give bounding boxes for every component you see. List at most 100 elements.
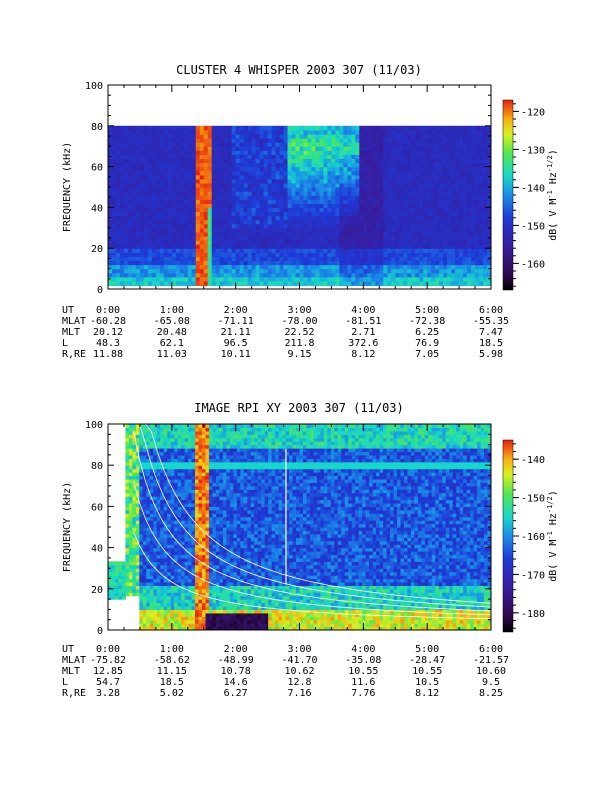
ephemeris-value: 7.16 (287, 688, 311, 699)
ephemeris-value: 5.02 (160, 688, 184, 699)
ephemeris-value: 5:00 (415, 305, 439, 316)
panel-image: IMAGE RPI XY 2003 307 (11/03) 0 20 40 60 80 1… (62, 401, 559, 699)
ephemeris-value: -35.08 (345, 655, 381, 666)
ephemeris-value: 8.12 (415, 688, 439, 699)
colorbar-label: dB( V M-1 Hz-1/2) (546, 490, 559, 582)
ephemeris-value: 3:00 (287, 305, 311, 316)
ephemeris-value: 10.11 (221, 349, 251, 360)
ephemeris-value: -78.00 (281, 316, 317, 327)
colorbar-tick-label: -120 (521, 107, 545, 118)
ephemeris-value: 10.78 (221, 666, 251, 677)
ephemeris-value: -71.11 (218, 316, 254, 327)
ephemeris-value: 5:00 (415, 644, 439, 655)
ephemeris-value: 5.98 (479, 349, 503, 360)
ephemeris-row-label: MLT (62, 327, 80, 338)
ephemeris-row-label: UT (62, 644, 74, 655)
ephemeris-value: 10.55 (348, 666, 378, 677)
colorbar-tick-label: -180 (521, 609, 545, 620)
y-tick-label: 60 (91, 163, 103, 174)
colorbar-tick-label: -130 (521, 145, 545, 156)
ephemeris-value: 8.25 (479, 688, 503, 699)
colorbar (502, 439, 514, 633)
y-tick-label: 20 (91, 585, 103, 596)
ephemeris-value: 6:00 (479, 305, 503, 316)
ephemeris-value: -58.62 (154, 655, 190, 666)
ephemeris-value: 11.6 (351, 677, 375, 688)
ephemeris-row-label: MLAT (62, 655, 86, 666)
ephemeris-value: 7.47 (479, 327, 503, 338)
ephemeris-value: 11.03 (157, 349, 187, 360)
ephemeris-value: 62.1 (160, 338, 184, 349)
colorbar-tick-label: -140 (521, 183, 545, 194)
spectrogram-image (108, 125, 491, 286)
ephemeris-row-label: MLAT (62, 316, 86, 327)
ephemeris-value: 22.52 (284, 327, 314, 338)
ephemeris-value: 211.8 (284, 338, 314, 349)
ephemeris-value: -48.99 (218, 655, 254, 666)
ephemeris-value: 14.6 (224, 677, 248, 688)
ephemeris-value: 1:00 (160, 644, 184, 655)
ephemeris-value: -60.28 (90, 316, 126, 327)
chart-title: IMAGE RPI XY 2003 307 (11/03) (194, 401, 404, 415)
spectrogram-image (108, 424, 491, 630)
ephemeris-value: -21.57 (473, 655, 509, 666)
ephemeris-value: -81.51 (345, 316, 381, 327)
ephemeris-value: 2:00 (224, 305, 248, 316)
y-tick-label: 60 (91, 502, 103, 513)
ephemeris-value: 7.05 (415, 349, 439, 360)
y-tick-label: 0 (97, 285, 103, 296)
ephemeris-value: 10.62 (284, 666, 314, 677)
y-axis-label: FREQUENCY (kHz) (62, 142, 73, 232)
y-tick-label: 100 (85, 420, 103, 431)
colorbar-tick-label: -160 (521, 532, 545, 543)
ephemeris-value: 76.9 (415, 338, 439, 349)
trace-curve (133, 424, 491, 608)
ephemeris-value: 2.71 (351, 327, 375, 338)
ephemeris-row-label: L (62, 677, 68, 688)
ephemeris-value: 18.5 (160, 677, 184, 688)
colorbar-tick-label: -170 (521, 570, 545, 581)
trace-curve (133, 430, 491, 612)
y-axis-label: FREQUENCY (kHz) (62, 482, 73, 572)
ephemeris-value: -75.82 (90, 655, 126, 666)
y-tick-label: 80 (91, 461, 103, 472)
ephemeris-value: 4:00 (351, 305, 375, 316)
ephemeris-value: 11.88 (93, 349, 123, 360)
ephemeris-value: 0:00 (96, 305, 120, 316)
ephemeris-value: -72.38 (409, 316, 445, 327)
colorbar-tick-label: -150 (521, 494, 545, 505)
ephemeris-row-label: R,RE (62, 349, 86, 360)
axes: 0 20 40 60 80 100 (85, 420, 492, 637)
y-tick-label: 40 (91, 544, 103, 555)
ephemeris-table: UT 0:00 1:00 2:00 3:00 4:00 5:00 6:00 MLAT -75.82… (62, 644, 509, 699)
ephemeris-value: -28.47 (409, 655, 445, 666)
y-tick-label: 0 (97, 626, 103, 637)
trace-curve (133, 531, 491, 620)
ephemeris-value: 0:00 (96, 644, 120, 655)
panel-cluster: CLUSTER 4 WHISPER 2003 307 (11/03) 0 20 40… (62, 63, 559, 360)
ephemeris-value: 21.11 (221, 327, 251, 338)
ephemeris-value: 54.7 (96, 677, 120, 688)
ephemeris-value: 11.15 (157, 666, 187, 677)
ephemeris-value: 20.12 (93, 327, 123, 338)
ephemeris-value: 9.5 (482, 677, 500, 688)
colorbar-ticks: -120 -130 -140 -150 -160 (513, 103, 545, 287)
ephemeris-value: 6.27 (224, 688, 248, 699)
ephemeris-value: 4:00 (351, 644, 375, 655)
trace-curve (133, 424, 491, 604)
colorbar-label: dB( V M-1 Hz-1/2) (546, 149, 559, 241)
y-tick-label: 100 (85, 81, 103, 92)
ephemeris-value: -55.35 (473, 316, 509, 327)
y-tick-label: 40 (91, 203, 103, 214)
ephemeris-value: 48.3 (96, 338, 120, 349)
ephemeris-value: 10.5 (415, 677, 439, 688)
colorbar-ticks: -140 -150 -160 -170 -180 (513, 443, 545, 629)
ephemeris-value: 1:00 (160, 305, 184, 316)
ephemeris-row-label: MLT (62, 666, 80, 677)
colorbar-tick-label: -140 (521, 455, 545, 466)
ephemeris-value: 6.25 (415, 327, 439, 338)
colorbar (502, 99, 514, 291)
ephemeris-value: -65.08 (154, 316, 190, 327)
ephemeris-value: 9.15 (287, 349, 311, 360)
y-tick-label: 80 (91, 122, 103, 133)
